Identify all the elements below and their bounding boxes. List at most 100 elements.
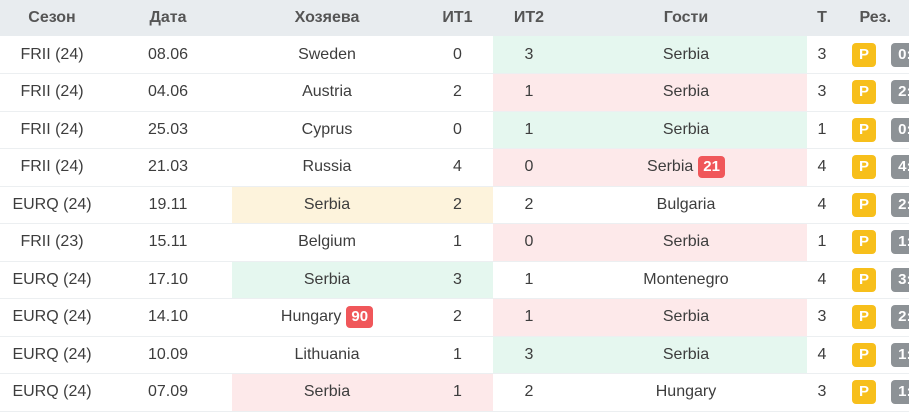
table-row[interactable]: FRII (24) 25.03 Cyprus 0 1 Serbia 1 P 0:1 bbox=[0, 111, 909, 149]
away-team-cell[interactable]: Bulgaria bbox=[565, 186, 807, 224]
table-row[interactable]: EURQ (24) 07.09 Serbia 1 2 Hungary 3 P 1:2 bbox=[0, 373, 909, 412]
score-badge[interactable]: 2:2 bbox=[891, 192, 909, 217]
home-team-cell[interactable]: Cyprus bbox=[232, 111, 422, 149]
it1-cell: 3 bbox=[422, 261, 493, 299]
date-cell: 19.11 bbox=[148, 195, 188, 213]
p-badge[interactable]: P bbox=[852, 117, 876, 142]
home-team-cell[interactable]: Hungary 90 bbox=[232, 299, 422, 337]
col-date-header[interactable]: Дата bbox=[149, 9, 187, 26]
home-team-cell[interactable]: Serbia bbox=[232, 373, 422, 411]
home-team-cell[interactable]: Lithuania bbox=[232, 336, 422, 374]
score-badge[interactable]: 1:0 bbox=[891, 230, 909, 255]
p-badge[interactable]: P bbox=[852, 305, 876, 330]
date-cell: 10.09 bbox=[147, 345, 189, 363]
home-team-name[interactable]: Hungary bbox=[280, 308, 342, 326]
score-badge[interactable]: 1:2 bbox=[891, 380, 909, 405]
score-badge[interactable]: 2:1 bbox=[891, 80, 909, 105]
date-cell: 15.11 bbox=[148, 233, 188, 251]
p-badge[interactable]: P bbox=[852, 80, 876, 105]
it1-cell: 1 bbox=[453, 233, 462, 251]
p-badge[interactable]: P bbox=[852, 42, 876, 67]
result-cell: 1:0 bbox=[891, 224, 909, 262]
away-team-cell[interactable]: Serbia 21 bbox=[565, 148, 807, 186]
away-team-name[interactable]: Hungary bbox=[655, 383, 717, 401]
home-team-name[interactable]: Lithuania bbox=[294, 345, 360, 363]
col-result-header[interactable]: Рез. bbox=[859, 9, 892, 26]
t-cell: 4 bbox=[817, 270, 827, 288]
p-badge[interactable]: P bbox=[852, 380, 876, 405]
home-team-cell[interactable]: Belgium bbox=[232, 224, 422, 262]
away-team-name[interactable]: Serbia bbox=[662, 45, 710, 63]
badge-cell: P bbox=[837, 336, 891, 374]
result-cell: 3:1 bbox=[891, 261, 909, 299]
home-team-name[interactable]: Russia bbox=[302, 158, 352, 176]
away-team-cell[interactable]: Serbia bbox=[565, 111, 807, 149]
cards-badge: 21 bbox=[698, 156, 725, 179]
t-cell: 1 bbox=[817, 120, 827, 138]
table-row[interactable]: FRII (24) 04.06 Austria 2 1 Serbia 3 P 2:1 bbox=[0, 73, 909, 112]
home-team-name[interactable]: Belgium bbox=[298, 233, 356, 251]
score-badge[interactable]: 3:1 bbox=[891, 267, 909, 292]
col-it1-header[interactable]: ИТ1 bbox=[442, 9, 473, 26]
away-team-cell[interactable]: Serbia bbox=[565, 223, 807, 261]
col-it2-header[interactable]: ИТ2 bbox=[513, 9, 545, 26]
p-badge[interactable]: P bbox=[852, 267, 876, 292]
away-team-name[interactable]: Serbia bbox=[647, 158, 694, 176]
home-team-cell[interactable]: Serbia bbox=[232, 186, 422, 224]
score-badge[interactable]: 1:3 bbox=[891, 342, 909, 367]
away-team-cell[interactable]: Hungary bbox=[565, 374, 807, 412]
away-team-cell[interactable]: Serbia bbox=[565, 36, 807, 74]
col-t-header[interactable]: Т bbox=[817, 9, 827, 26]
away-team-name[interactable]: Montenegro bbox=[643, 270, 729, 288]
t-cell: 3 bbox=[817, 45, 827, 63]
home-team-name[interactable]: Serbia bbox=[303, 195, 351, 213]
it2-cell: 3 bbox=[493, 336, 565, 374]
score-badge[interactable]: 4:0 bbox=[891, 155, 909, 180]
away-team-name[interactable]: Bulgaria bbox=[656, 195, 716, 213]
p-badge[interactable]: P bbox=[852, 342, 876, 367]
score-badge[interactable]: 2:1 bbox=[891, 305, 909, 330]
away-team-cell[interactable]: Montenegro bbox=[565, 261, 807, 299]
away-team-name[interactable]: Serbia bbox=[662, 120, 710, 138]
it2-cell: 1 bbox=[493, 111, 565, 149]
p-badge[interactable]: P bbox=[852, 230, 876, 255]
result-cell: 2:1 bbox=[891, 299, 909, 337]
away-team-name[interactable]: Serbia bbox=[662, 233, 710, 251]
date-cell: 14.10 bbox=[147, 308, 189, 326]
col-home-header[interactable]: Хозяева bbox=[294, 9, 360, 26]
it1-cell: 2 bbox=[453, 308, 462, 326]
home-team-cell[interactable]: Sweden bbox=[232, 36, 422, 74]
away-team-cell[interactable]: Serbia bbox=[565, 73, 807, 111]
col-away-header[interactable]: Гости bbox=[663, 9, 709, 26]
away-team-name[interactable]: Serbia bbox=[662, 345, 710, 363]
away-team-name[interactable]: Serbia bbox=[662, 308, 710, 326]
home-team-name[interactable]: Cyprus bbox=[301, 120, 353, 138]
result-cell: 2:2 bbox=[891, 186, 909, 224]
it1-cell: 0 bbox=[453, 45, 462, 63]
home-team-name[interactable]: Sweden bbox=[298, 45, 356, 63]
score-badge[interactable]: 0:1 bbox=[891, 117, 909, 142]
table-row[interactable]: EURQ (24) 17.10 Serbia 3 1 Montenegro 4 P 3:1 bbox=[0, 261, 909, 299]
it2-cell: 0 bbox=[493, 148, 565, 186]
score-badge[interactable]: 0:3 bbox=[891, 42, 909, 67]
p-badge[interactable]: P bbox=[852, 192, 876, 217]
table-row[interactable]: EURQ (24) 19.11 Serbia 2 2 Bulgaria 4 P 2:2 bbox=[0, 186, 909, 224]
p-badge[interactable]: P bbox=[852, 155, 876, 180]
away-team-cell[interactable]: Serbia bbox=[565, 298, 807, 336]
away-team-name[interactable]: Serbia bbox=[662, 83, 710, 101]
it2-cell: 2 bbox=[524, 195, 534, 213]
home-team-cell[interactable]: Austria bbox=[232, 74, 422, 112]
home-team-name[interactable]: Serbia bbox=[303, 270, 351, 288]
away-team-cell[interactable]: Serbia bbox=[565, 336, 807, 374]
home-team-cell[interactable]: Russia bbox=[232, 149, 422, 187]
home-team-name[interactable]: Austria bbox=[302, 83, 352, 101]
table-row[interactable]: EURQ (24) 10.09 Lithuania 1 3 Serbia 4 P 1:3 bbox=[0, 336, 909, 374]
home-team-cell[interactable]: Serbia bbox=[232, 261, 422, 299]
result-cell: 4:0 bbox=[891, 149, 909, 187]
home-team-name[interactable]: Serbia bbox=[303, 383, 351, 401]
col-season-header[interactable]: Сезон bbox=[28, 9, 76, 26]
table-row[interactable]: FRII (24) 08.06 Sweden 0 3 Serbia 3 P 0:3 bbox=[0, 36, 909, 74]
table-row[interactable]: FRII (23) 15.11 Belgium 1 0 Serbia 1 P 1:0 bbox=[0, 223, 909, 262]
